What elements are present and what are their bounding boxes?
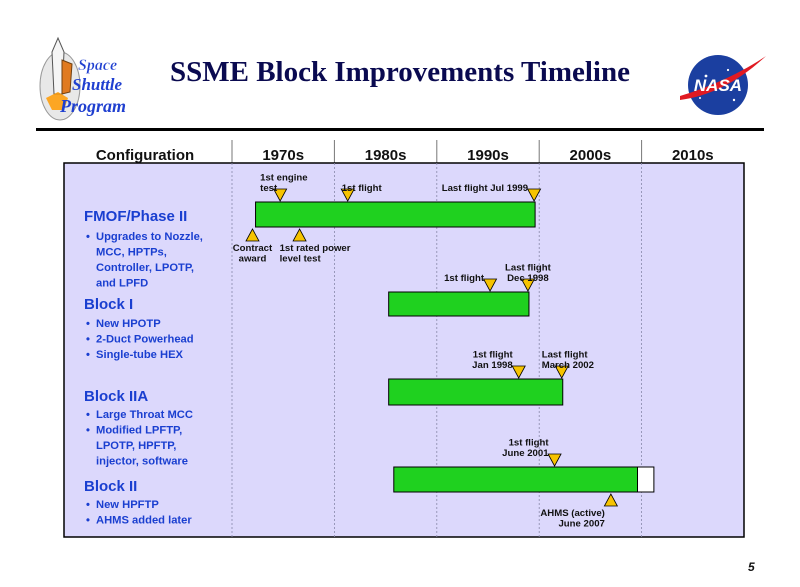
milestone-marker — [292, 228, 307, 242]
nasa-meatball-logo: NASA — [676, 48, 768, 120]
milestone-label: 1st flight — [444, 273, 485, 284]
space-shuttle-program-logo: Space Shuttle Program — [38, 34, 142, 124]
logo-text-shuttle: Shuttle — [72, 75, 123, 94]
config-item: Single-tube HEX — [96, 349, 184, 361]
milestone-marker — [340, 188, 355, 202]
milestone-label: Contract — [233, 243, 273, 254]
header-decade-2000s: 2000s — [570, 147, 612, 164]
config-item: Controller, LPOTP, — [96, 262, 194, 274]
config-item: and LPFD — [96, 278, 148, 290]
milestone-label: level test — [280, 254, 322, 265]
config-item: AHMS added later — [96, 515, 192, 527]
config-item: New HPFTP — [96, 499, 159, 511]
timeline-bar — [393, 466, 639, 493]
timeline-bar — [388, 378, 564, 406]
nasa-logo-text: NASA — [694, 76, 742, 95]
milestone-marker — [603, 493, 619, 507]
config-item: New HPOTP — [96, 318, 161, 330]
milestone-label: June 2007 — [558, 519, 604, 530]
slide-title: SSME Block Improvements Timeline — [169, 56, 630, 88]
config-name: Block II — [84, 478, 137, 495]
config-bullet: • — [86, 349, 90, 361]
milestone-label: award — [239, 254, 267, 265]
milestone-label: Last flight — [542, 350, 589, 361]
milestone-marker — [272, 188, 288, 202]
config-name: Block I — [84, 296, 133, 313]
header-configuration: Configuration — [96, 147, 194, 164]
config-name: Block IIA — [84, 388, 148, 405]
milestone-marker — [547, 453, 562, 467]
config-bullet: • — [86, 318, 90, 330]
config-item: Large Throat MCC — [96, 409, 193, 421]
config-bullet: • — [86, 499, 90, 511]
milestone-marker — [520, 278, 536, 292]
milestone-marker — [482, 278, 498, 292]
config-item: Modified LPFTP, — [96, 425, 182, 437]
config-name: FMOF/Phase II — [84, 208, 187, 225]
config-bullet: • — [86, 231, 90, 243]
config-item: 2-Duct Powerhead — [96, 334, 194, 346]
timeline-bar — [255, 201, 536, 228]
milestone-label: 1st engine — [260, 173, 307, 184]
milestone-marker — [526, 188, 542, 202]
header-decade-1980s: 1980s — [365, 147, 407, 164]
page-number: 5 — [748, 560, 755, 574]
milestone-label: Last flight — [505, 263, 552, 274]
config-bullet: • — [86, 409, 90, 421]
header-decade-1990s: 1990s — [467, 147, 509, 164]
milestone-label: Jan 1998 — [472, 360, 513, 371]
milestone-label: March 2002 — [542, 360, 594, 371]
config-bullet: • — [86, 334, 90, 346]
timeline-bar — [388, 291, 530, 317]
header-decade-1970s: 1970s — [262, 147, 304, 164]
logo-text-program: Program — [59, 96, 126, 116]
milestone-marker — [245, 228, 260, 242]
milestone-label: AHMS (active) — [540, 508, 605, 519]
header-decade-2010s: 2010s — [672, 147, 714, 164]
config-item: MCC, HPTPs, — [96, 247, 167, 259]
config-item: injector, software — [96, 456, 188, 468]
milestone-marker — [511, 365, 526, 379]
timeline-bar-extension — [637, 466, 655, 493]
milestone-marker — [554, 365, 569, 379]
logo-text-space: Space — [78, 57, 117, 74]
milestone-label: 1st flight — [509, 438, 550, 449]
config-bullet: • — [86, 515, 90, 527]
milestone-label: Dec 1998 — [507, 273, 549, 284]
milestone-label: 1st flight — [473, 350, 514, 361]
milestone-label: test — [260, 183, 278, 194]
milestone-label: 1st flight — [342, 183, 383, 194]
config-item: Upgrades to Nozzle, — [96, 231, 203, 243]
config-bullet: • — [86, 425, 90, 437]
milestone-label: June 2001 — [502, 448, 549, 459]
milestone-label: Last flight Jul 1999 — [442, 183, 528, 194]
milestone-label: 1st rated power — [280, 243, 351, 254]
config-item: LPOTP, HPFTP, — [96, 440, 176, 452]
title-divider — [36, 128, 764, 131]
